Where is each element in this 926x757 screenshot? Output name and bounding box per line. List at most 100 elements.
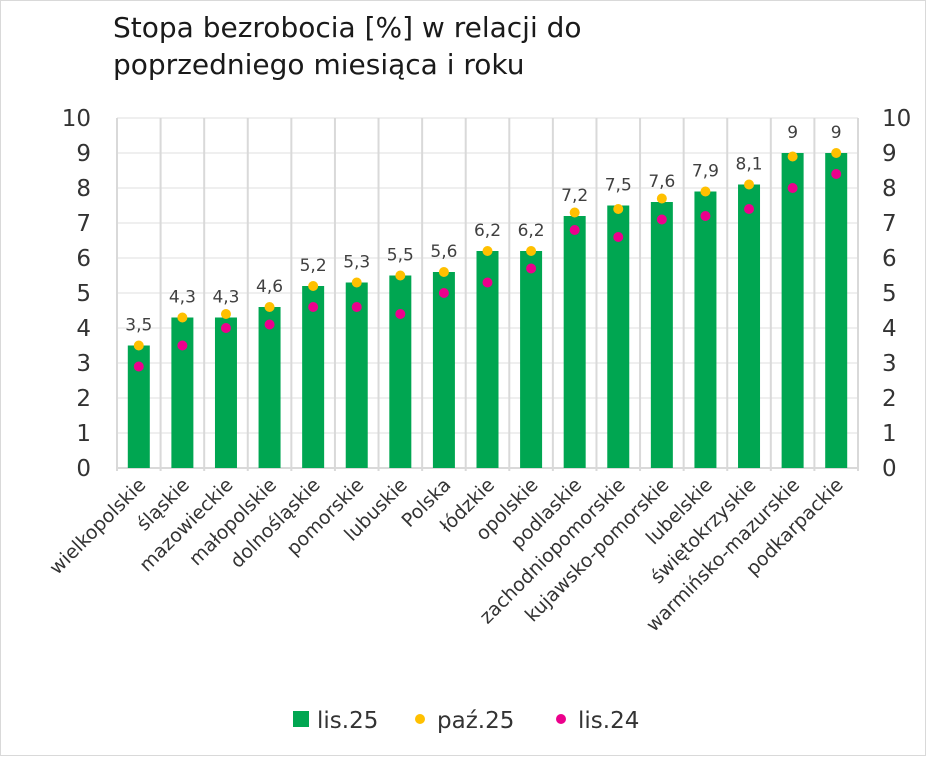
marker-lis.24 — [482, 277, 493, 288]
y-tick-left: 8 — [76, 176, 91, 202]
bar-lis.25 — [127, 345, 150, 468]
marker-paź.25 — [351, 277, 362, 288]
marker-lis.24 — [438, 288, 449, 298]
data-label: 6,2 — [474, 221, 501, 241]
bar-lis.25 — [432, 272, 455, 468]
data-label: 9 — [831, 123, 842, 143]
y-tick-left: 3 — [76, 351, 91, 377]
bar-lis.25 — [607, 205, 630, 468]
bar-lis.25 — [389, 275, 412, 468]
y-tick-right: 1 — [882, 421, 897, 447]
marker-lis.24 — [351, 302, 362, 312]
bar-lis.25 — [302, 286, 325, 468]
data-label: 3,5 — [125, 316, 152, 336]
marker-paź.25 — [787, 151, 798, 162]
y-tick-left: 1 — [76, 421, 91, 447]
marker-paź.25 — [831, 148, 842, 158]
marker-lis.24 — [395, 309, 406, 319]
bar-lis.25 — [694, 191, 717, 468]
marker-paź.25 — [177, 312, 188, 323]
marker-lis.24 — [613, 232, 624, 242]
data-label: 4,6 — [256, 277, 283, 297]
x-category-label: wielkopolskie — [45, 474, 150, 579]
legend-swatch-lis.24 — [556, 714, 566, 724]
y-tick-left: 0 — [76, 456, 91, 482]
marker-paź.25 — [526, 246, 537, 256]
y-tick-right: 5 — [882, 281, 897, 307]
y-tick-left: 2 — [76, 386, 91, 412]
data-label: 5,3 — [343, 253, 370, 273]
data-label: 5,6 — [430, 242, 457, 262]
y-tick-right: 4 — [882, 316, 897, 342]
bar-lis.25 — [520, 251, 543, 468]
marker-paź.25 — [613, 204, 624, 214]
y-tick-right: 8 — [882, 176, 897, 202]
y-tick-right: 6 — [882, 246, 897, 272]
marker-lis.24 — [133, 361, 144, 372]
data-label: 7,2 — [561, 186, 588, 206]
y-tick-right: 2 — [882, 386, 897, 412]
bar-lis.25 — [171, 317, 194, 468]
y-tick-left: 4 — [76, 316, 91, 342]
data-label: 6,2 — [518, 221, 545, 241]
bar-lis.25 — [650, 202, 673, 468]
marker-paź.25 — [133, 340, 144, 351]
chart-title: Stopa bezrobocia [%] w relacji do poprze… — [113, 9, 713, 83]
data-label: 9 — [787, 123, 798, 143]
marker-lis.24 — [308, 302, 319, 312]
chart-title-line-1: Stopa bezrobocia [%] w relacji do — [113, 11, 582, 44]
bar-lis.25 — [825, 153, 848, 468]
chart-title-line-2: poprzedniego miesiąca i roku — [113, 48, 525, 81]
data-label: 8,1 — [736, 155, 763, 175]
legend-swatch-paź.25 — [415, 714, 425, 724]
marker-paź.25 — [482, 246, 493, 256]
marker-lis.24 — [264, 319, 275, 330]
marker-lis.24 — [744, 204, 755, 214]
data-label: 7,6 — [648, 172, 675, 192]
marker-paź.25 — [220, 309, 231, 319]
marker-paź.25 — [569, 207, 580, 218]
marker-paź.25 — [308, 281, 319, 291]
legend-label: lis.24 — [578, 708, 639, 734]
bar-lis.25 — [214, 317, 237, 468]
data-label: 5,5 — [387, 246, 414, 266]
marker-lis.24 — [700, 211, 711, 221]
legend-label: paź.25 — [437, 708, 514, 734]
marker-paź.25 — [438, 267, 449, 277]
data-label: 7,9 — [692, 162, 719, 182]
marker-paź.25 — [700, 186, 711, 197]
bar-lis.25 — [563, 216, 586, 468]
y-tick-right: 7 — [882, 211, 897, 237]
marker-paź.25 — [264, 302, 275, 312]
marker-paź.25 — [656, 193, 667, 204]
marker-lis.24 — [526, 263, 537, 274]
data-label: 4,3 — [212, 288, 239, 308]
y-tick-left: 6 — [76, 246, 91, 272]
marker-lis.24 — [787, 183, 798, 193]
data-label: 7,5 — [605, 176, 632, 196]
y-tick-left: 10 — [62, 106, 91, 132]
y-tick-right: 9 — [882, 141, 897, 167]
y-tick-right: 10 — [882, 106, 911, 132]
bar-lis.25 — [345, 282, 368, 468]
marker-lis.24 — [220, 323, 231, 333]
y-tick-left: 7 — [76, 211, 91, 237]
marker-paź.25 — [744, 179, 755, 190]
bar-lis.25 — [781, 153, 804, 468]
marker-lis.24 — [831, 169, 842, 179]
data-label: 5,2 — [300, 256, 327, 276]
bar-lis.25 — [738, 184, 761, 468]
marker-lis.24 — [177, 340, 188, 351]
y-tick-left: 5 — [76, 281, 91, 307]
marker-lis.24 — [569, 225, 580, 235]
marker-lis.24 — [656, 214, 667, 225]
bar-lis.25 — [258, 307, 281, 468]
legend-swatch-lis.25 — [293, 711, 309, 727]
bar-lis.25 — [476, 251, 499, 468]
y-tick-right: 0 — [882, 456, 897, 482]
marker-paź.25 — [395, 270, 406, 281]
legend-label: lis.25 — [317, 708, 378, 734]
y-tick-left: 9 — [76, 141, 91, 167]
